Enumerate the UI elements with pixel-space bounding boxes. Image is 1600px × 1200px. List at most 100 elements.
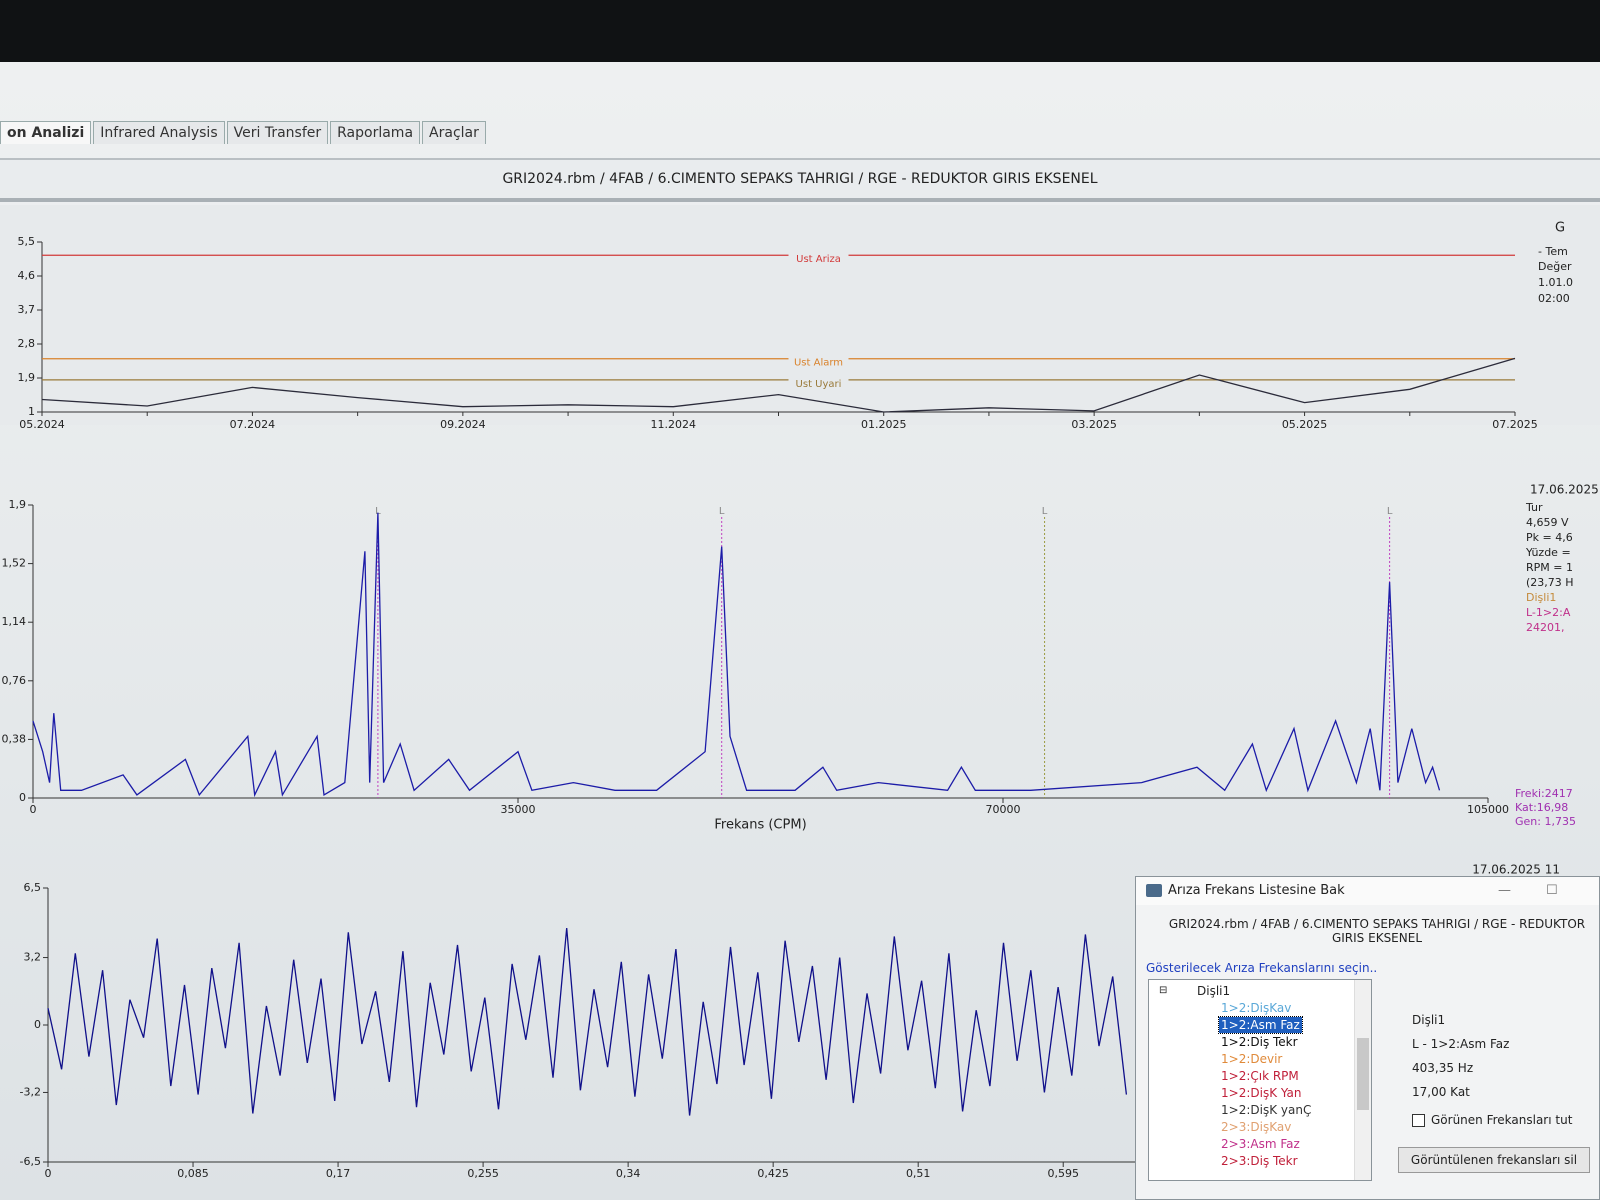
detail-text: 17,00 Kat [1412, 1085, 1470, 1099]
scroll-thumb[interactable] [1357, 1038, 1369, 1110]
data-line [32, 512, 1441, 798]
trend-info: Değer [1538, 260, 1572, 273]
x-tick-label: 0,17 [326, 1167, 351, 1180]
y-tick-label: 1,9 [9, 498, 27, 511]
tree-item[interactable]: 1>2:DişKav [1221, 1001, 1292, 1015]
waveform-date: 17.06.2025 11 [1472, 863, 1560, 877]
minimize-button[interactable]: — [1498, 883, 1511, 898]
x-tick-label: 09.2024 [440, 418, 486, 431]
y-tick-label: 1,52 [2, 557, 27, 570]
tree-item[interactable]: 1>2:DişK Yan [1221, 1086, 1302, 1100]
y-tick-label: 0 [34, 1018, 41, 1031]
y-tick-label: 3,7 [18, 303, 36, 316]
tree-toggle[interactable]: ⊟ [1159, 985, 1168, 996]
tree-item[interactable]: 1>2:DişK yanÇ [1221, 1103, 1312, 1117]
threshold-label-bg [788, 253, 849, 266]
spectrum-info-line: (23,73 H [1526, 576, 1574, 589]
spectrum-info-line: 24201, [1526, 621, 1565, 634]
threshold-label: Ust Alarm [794, 358, 843, 369]
tree-item[interactable]: 1>2:Diş Tekr [1221, 1035, 1298, 1049]
y-tick-label: 5,5 [18, 235, 36, 248]
tab[interactable]: on Analizi [0, 121, 92, 144]
cursor-label: L [375, 506, 381, 517]
x-tick-label: 05.2024 [19, 418, 65, 431]
tree-item[interactable]: 1>2:Asm Faz [1218, 1016, 1303, 1034]
x-tick-label: 35000 [501, 803, 536, 816]
spectrum-info-line: L-1>2:A [1526, 606, 1571, 619]
cursor-info-line: Freki:2417 [1515, 787, 1573, 800]
cursor-info-line: Kat:16,98 [1515, 801, 1568, 814]
x-axis-title: Frekans (CPM) [714, 818, 806, 833]
data-line [47, 927, 1128, 1116]
y-tick-label: 0 [19, 791, 26, 804]
y-tick-label: 6,5 [24, 881, 42, 894]
tab[interactable]: Araçlar [422, 121, 486, 144]
y-tick-label: 4,6 [18, 269, 36, 282]
detail-text: 403,35 Hz [1412, 1061, 1474, 1075]
x-tick-label: 11.2024 [651, 418, 697, 431]
tree-item[interactable]: 2>3:Asm Faz [1221, 1137, 1300, 1151]
y-tick-label: 0,76 [2, 674, 27, 687]
tree-item[interactable]: 1>2:Devir [1221, 1052, 1283, 1066]
spectrum-info-line: Yüzde = [1525, 546, 1571, 559]
cursor-label: L [1042, 506, 1048, 517]
header-title: GRI2024.rbm / 4FAB / 6.CIMENTO SEPAKS TA… [0, 158, 1600, 202]
threshold-label-bg [788, 356, 849, 369]
checkbox-label: Görünen Frekansları tut [1431, 1113, 1573, 1127]
y-tick-label: -6,5 [20, 1155, 41, 1168]
trend-info: G [1555, 221, 1565, 236]
threshold-label-bg [788, 377, 849, 390]
clear-button[interactable]: Görüntülenen frekansları sil [1398, 1147, 1590, 1173]
dialog-icon [1146, 884, 1162, 897]
dialog-path: GRI2024.rbm / 4FAB / 6.CIMENTO SEPAKS TA… [1168, 917, 1586, 945]
spectrum-info-line: 4,659 V [1526, 516, 1569, 529]
y-tick-label: 1,14 [2, 615, 27, 628]
cursor-info-line: Gen: 1,735 [1515, 815, 1576, 828]
dialog: Arıza Frekans Listesine Bak — ☐ GRI2024.… [1135, 876, 1600, 1200]
dialog-title: Arıza Frekans Listesine Bak [1168, 883, 1345, 898]
tree-item[interactable]: 2>3:DişKav [1221, 1120, 1292, 1134]
tab[interactable]: Raporlama [330, 121, 421, 144]
keep-checkbox[interactable]: Görünen Frekansları tut [1412, 1113, 1572, 1127]
spectrum-info: Tur 4,659 V Pk = 4,6 Yüzde = RPM = 1 (23,73 H… [1515, 501, 1576, 828]
x-tick-label: 105000 [1467, 803, 1509, 816]
x-tick-label: 0,51 [906, 1167, 931, 1180]
x-tick-label: 07.2024 [230, 418, 276, 431]
checkbox-box[interactable] [1412, 1113, 1425, 1127]
spectrum-info-line: Dişli1 [1526, 591, 1556, 604]
maximize-button[interactable]: ☐ [1546, 883, 1558, 898]
x-tick-label: 07.2025 [1492, 418, 1538, 431]
tree-item[interactable]: 1>2:Çık RPM [1221, 1069, 1299, 1083]
tab-bar: on Analizi Infrared Analysis Veri Transf… [0, 121, 486, 144]
dialog-titlebar: Arıza Frekans Listesine Bak — ☐ [1136, 877, 1599, 905]
x-tick-label: 0,425 [757, 1167, 789, 1180]
trend-info: - Tem [1538, 245, 1568, 258]
spectrum-info-line: RPM = 1 [1526, 561, 1573, 574]
y-tick-label: 1 [28, 405, 35, 418]
tab[interactable]: Veri Transfer [226, 121, 329, 144]
x-tick-label: 0,085 [177, 1167, 209, 1180]
x-tick-label: 01.2025 [861, 418, 907, 431]
x-tick-label: 03.2025 [1071, 418, 1117, 431]
cursor-label: L [719, 506, 725, 517]
detail-text: L - 1>2:Asm Faz [1412, 1037, 1510, 1051]
spectrum-date: 17.06.2025 [1530, 483, 1599, 497]
y-tick-label: -3,2 [20, 1085, 41, 1098]
tree-root[interactable]: Dişli1 [1197, 984, 1231, 998]
x-tick-label: 05.2025 [1282, 418, 1328, 431]
tree-item[interactable]: 2>3:Diş Tekr [1221, 1154, 1298, 1168]
y-tick-label: 3,2 [24, 951, 42, 964]
x-tick-label: 70000 [986, 803, 1021, 816]
y-tick-label: 2,8 [18, 337, 36, 350]
tab[interactable]: Infrared Analysis [93, 121, 225, 144]
threshold-label: Ust Ariza [796, 254, 841, 265]
scrollbar[interactable] [1354, 980, 1371, 1180]
dialog-prompt: Gösterilecek Arıza Frekanslarını seçin.. [1146, 961, 1378, 975]
data-line [41, 357, 1516, 413]
x-tick-label: 0,595 [1047, 1167, 1079, 1180]
y-tick-label: 0,38 [2, 732, 27, 745]
x-tick-label: 0,255 [467, 1167, 499, 1180]
